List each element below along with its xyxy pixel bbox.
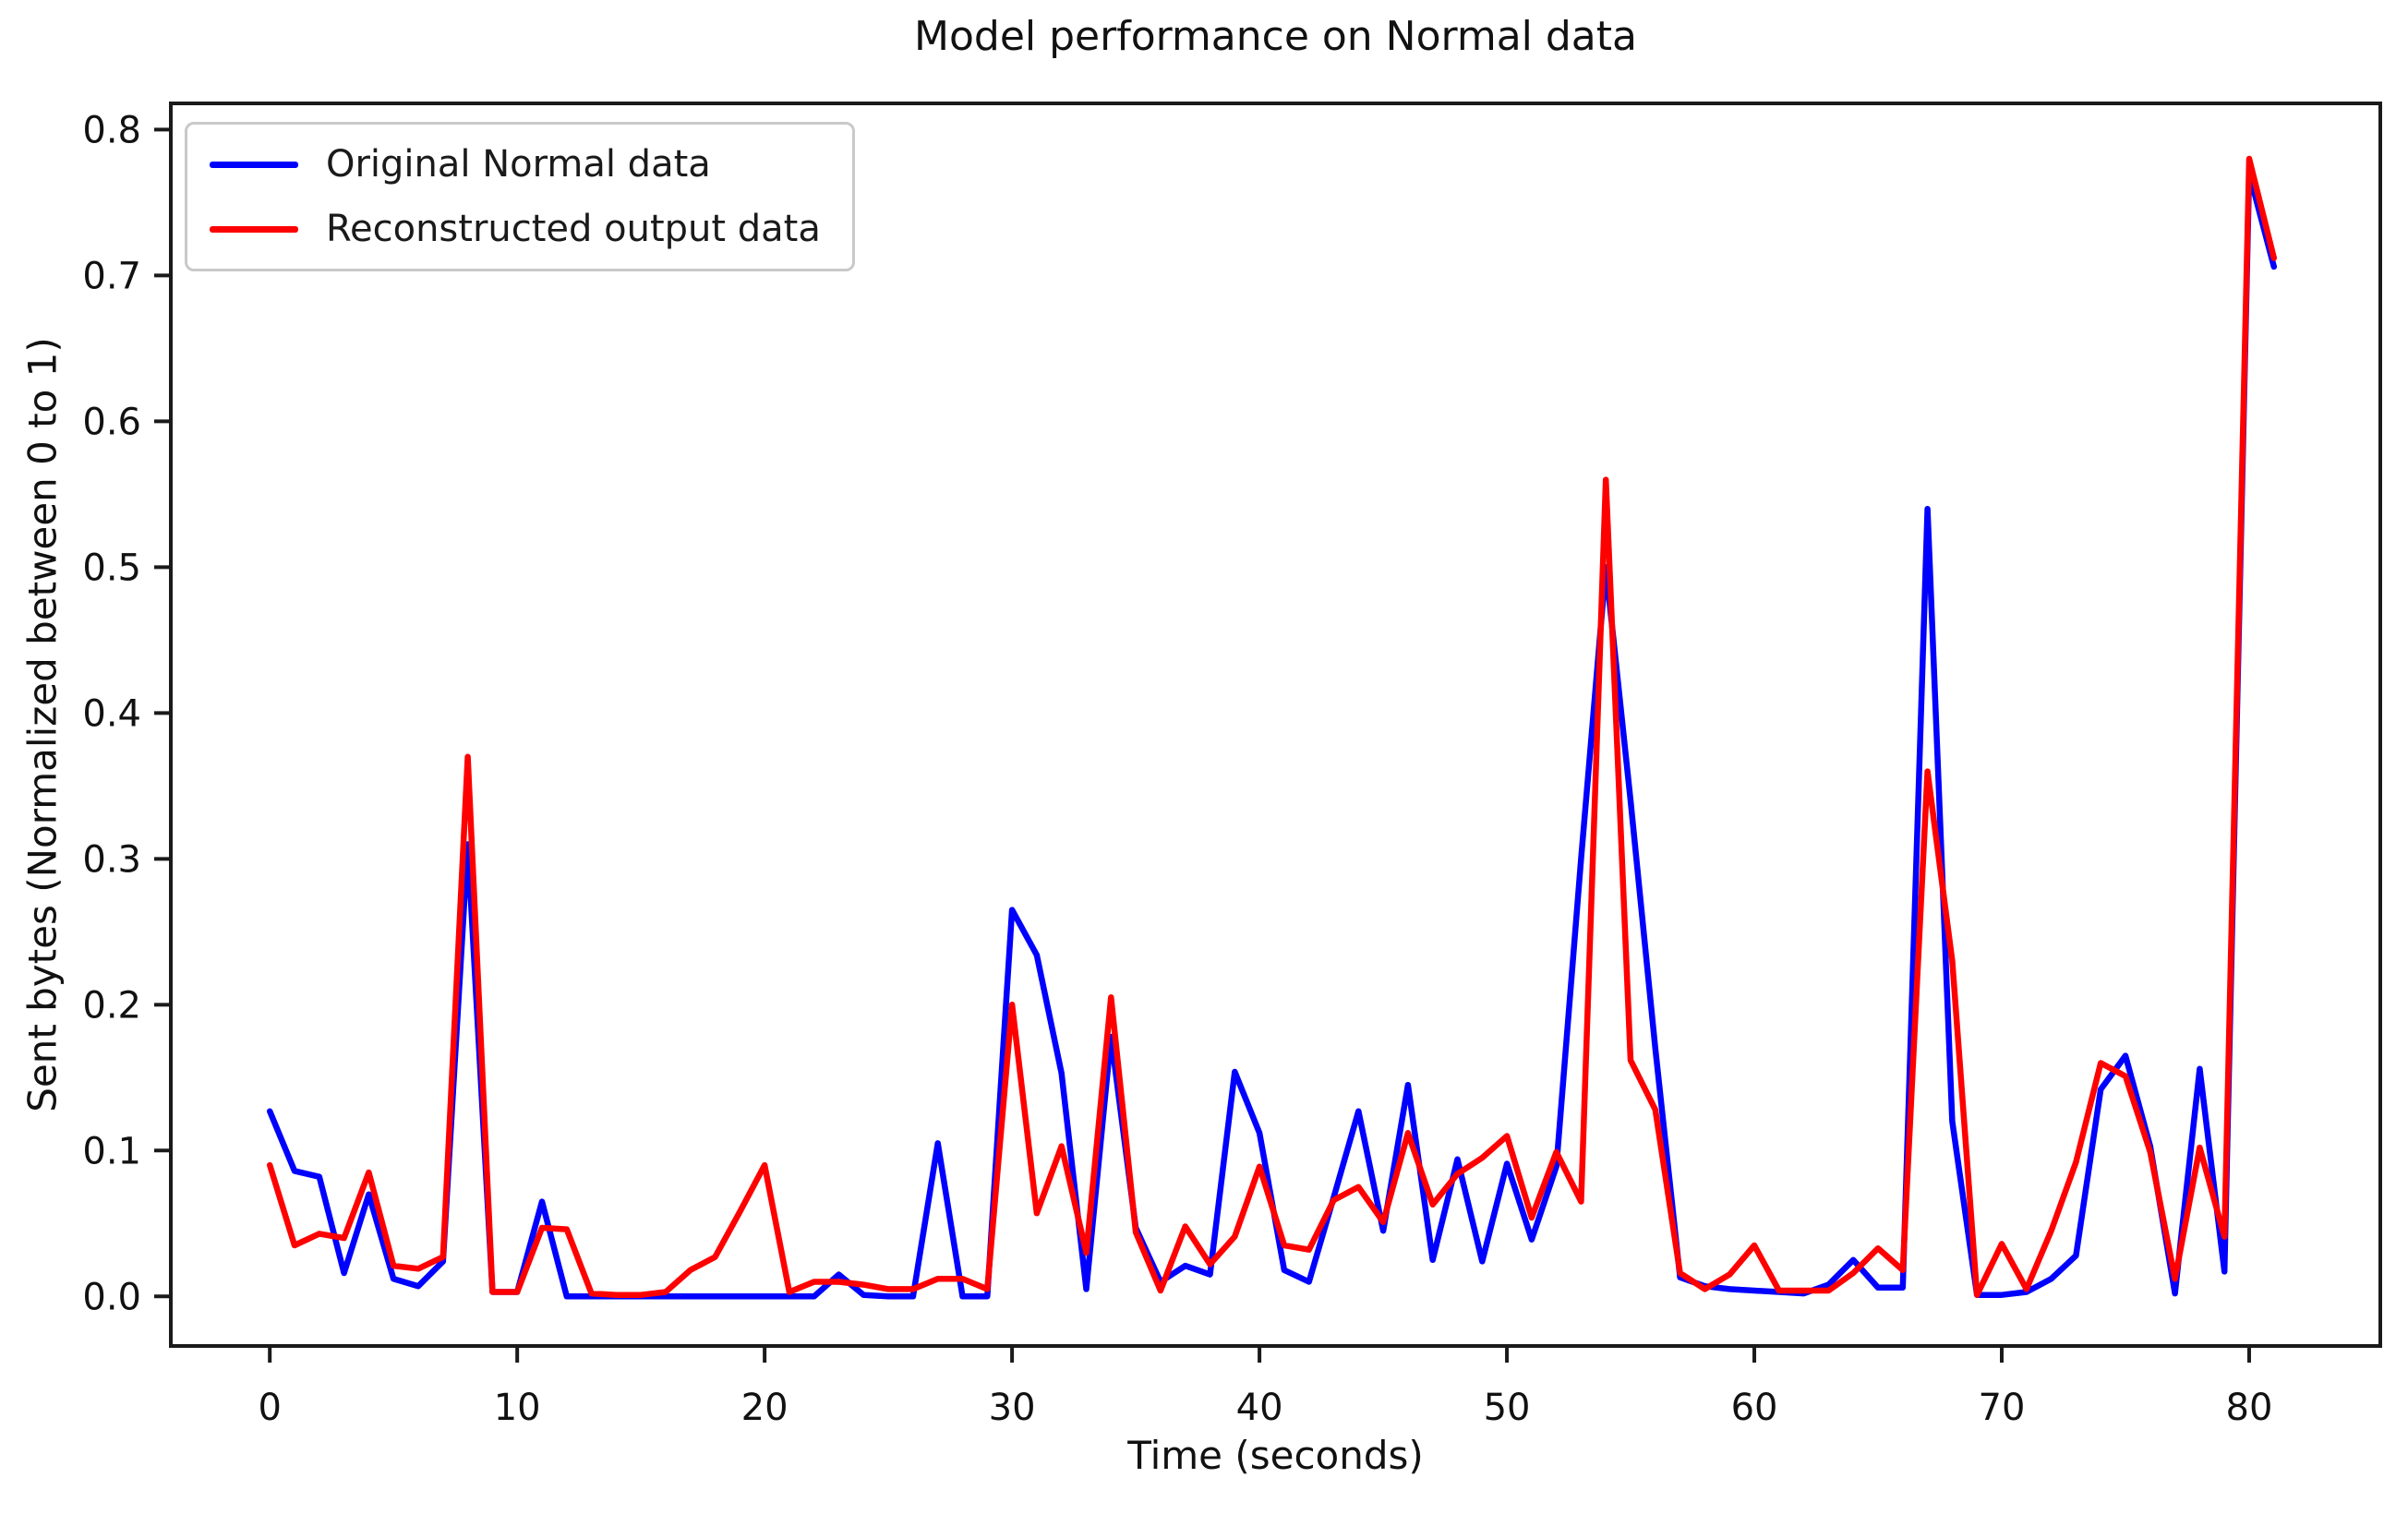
y-axis-label: Sent bytes (Normalized between 0 to 1) <box>19 337 66 1112</box>
x-tick-label: 50 <box>1484 1387 1531 1429</box>
x-tick-label: 70 <box>1979 1387 2026 1429</box>
y-tick-label: 0.6 <box>82 401 141 443</box>
y-tick-label: 0.0 <box>82 1276 141 1318</box>
y-tick-label: 0.8 <box>82 109 141 151</box>
legend-line-swatch-reconstructed <box>210 225 298 233</box>
x-tick-label: 80 <box>2226 1387 2273 1429</box>
legend-item-original: Original Normal data <box>210 143 821 186</box>
x-tick-label: 40 <box>1236 1387 1283 1429</box>
series-line-original <box>266 170 2278 1300</box>
x-tick-label: 20 <box>741 1387 789 1429</box>
series-line-reconstructed <box>266 155 2278 1298</box>
y-tick-label: 0.3 <box>82 838 141 881</box>
x-tick-label: 0 <box>258 1387 281 1429</box>
legend-item-reconstructed: Reconstructed output data <box>210 208 821 250</box>
legend-line-swatch-original <box>210 161 298 168</box>
x-tick-label: 60 <box>1731 1387 1778 1429</box>
legend-label-reconstructed: Reconstructed output data <box>326 208 821 250</box>
legend-label-original: Original Normal data <box>326 143 711 186</box>
y-tick-label: 0.1 <box>82 1130 141 1172</box>
y-tick-label: 0.7 <box>82 255 141 297</box>
x-tick-label: 30 <box>989 1387 1036 1429</box>
plot-frame <box>169 102 2382 1348</box>
y-tick-label: 0.5 <box>82 547 141 589</box>
legend: Original Normal data Reconstructed outpu… <box>185 122 855 271</box>
chart-title: Model performance on Normal data <box>914 13 1637 60</box>
x-tick-label: 10 <box>494 1387 541 1429</box>
y-tick-label: 0.4 <box>82 692 141 735</box>
y-tick-label: 0.2 <box>82 984 141 1027</box>
x-axis-label: Time (seconds) <box>1127 1433 1424 1478</box>
